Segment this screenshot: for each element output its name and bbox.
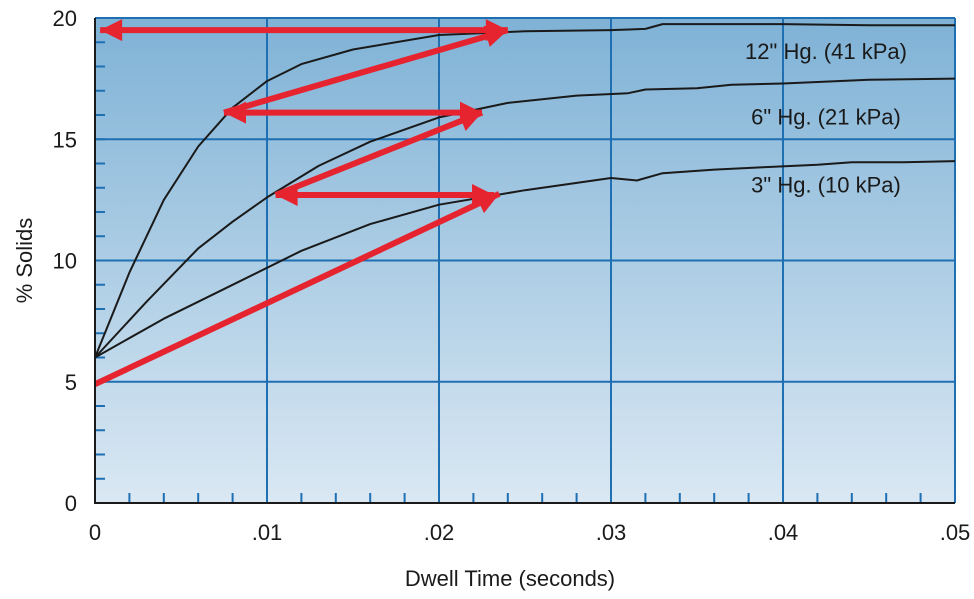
x-tick-label: .03 [596,520,627,545]
arrowhead [485,19,508,42]
y-tick-label: 15 [53,127,77,152]
grid-lines [95,17,956,503]
series-label-3: 3" Hg. (10 kPa) [751,173,901,198]
arrowhead [460,101,482,124]
x-tick-label: 0 [89,520,101,545]
y-tick-label: 20 [53,6,77,31]
x-tick-label: .04 [768,520,799,545]
series-line-1 [94,23,955,358]
minor-ticks [95,41,922,503]
red-arrow-6 [100,19,508,42]
series-label-2: 6" Hg. (21 kPa) [751,105,901,130]
axes [94,18,955,504]
x-tick-label: .02 [424,520,455,545]
y-tick-label: 5 [65,370,77,395]
y-tick-label: 10 [53,249,77,274]
series-line-2 [94,77,956,359]
arrowhead [100,19,123,42]
x-tick-label: .05 [940,520,971,545]
x-tick-label: .01 [252,520,283,545]
arrowhead [472,184,495,207]
y-axis-title: % Solids [12,218,37,304]
y-tick-label: 0 [65,491,77,516]
series-label-1: 12" Hg. (41 kPa) [745,39,907,64]
series-line-3 [94,160,956,359]
curves [94,23,956,359]
labels: 0 .01 .02 .03 .04 .05 0 5 10 15 20 Dwell Time (seco… [12,6,970,591]
x-axis-title: Dwell Time (seconds) [405,566,615,591]
red-arrows [93,19,509,387]
